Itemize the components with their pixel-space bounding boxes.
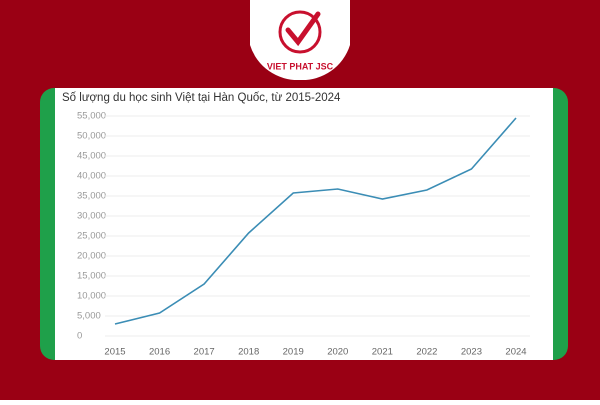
x-tick-label: 2021 — [372, 347, 393, 358]
y-tick-label: 50,000 — [77, 131, 106, 142]
y-tick-label: 30,000 — [77, 211, 106, 222]
data-line — [114, 117, 517, 325]
card — [55, 88, 553, 360]
y-tick-label: 10,000 — [77, 291, 106, 302]
y-tick-label: 55,000 — [77, 111, 106, 122]
x-tick-label: 2015 — [104, 347, 125, 358]
y-tick-label: 45,000 — [77, 151, 106, 162]
x-tick-label: 2017 — [194, 347, 215, 358]
y-tick-label: 0 — [77, 331, 82, 342]
y-tick-label: 20,000 — [77, 251, 106, 262]
x-tick-label: 2016 — [149, 347, 170, 358]
y-tick-label: 40,000 — [77, 171, 106, 182]
x-tick-label: 2024 — [505, 347, 526, 358]
y-tick-label: 25,000 — [77, 231, 106, 242]
logo-check — [285, 11, 321, 47]
x-tick-label: 2020 — [327, 347, 348, 358]
logo-circle — [278, 10, 322, 54]
x-tick-label: 2023 — [461, 347, 482, 358]
logo-text: VIET PHAT JSC — [267, 61, 334, 71]
x-tick-label: 2019 — [283, 347, 304, 358]
y-tick-label: 5,000 — [77, 311, 101, 322]
y-tick-label: 15,000 — [77, 271, 106, 282]
y-tick-label: 35,000 — [77, 191, 106, 202]
chart-title: Số lượng du học sinh Việt tại Hàn Quốc, … — [62, 92, 341, 104]
x-tick-label: 2022 — [416, 347, 437, 358]
x-tick-label: 2018 — [238, 347, 259, 358]
